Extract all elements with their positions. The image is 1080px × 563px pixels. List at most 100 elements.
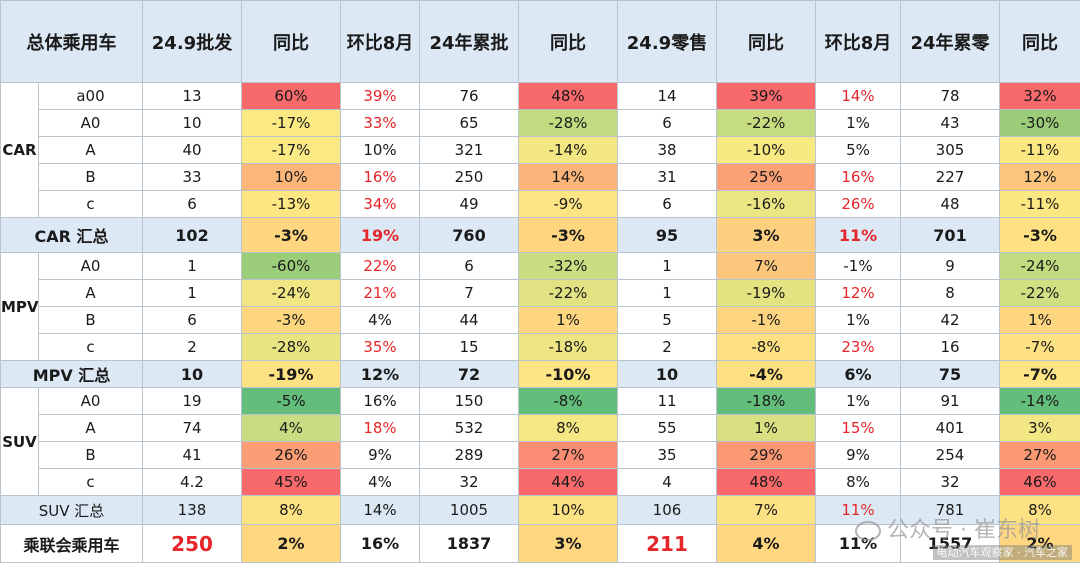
- data-cell: 16%: [341, 164, 420, 191]
- data-cell: 150: [420, 388, 519, 415]
- data-cell: 11: [618, 388, 717, 415]
- data-cell: 60%: [242, 83, 341, 110]
- data-cell: 45%: [242, 469, 341, 496]
- data-cell: 11%: [816, 496, 901, 525]
- data-cell: 10: [143, 361, 242, 388]
- data-cell: 321: [420, 137, 519, 164]
- data-cell: 1005: [420, 496, 519, 525]
- data-cell: -9%: [519, 191, 618, 218]
- data-cell: 14%: [341, 496, 420, 525]
- data-cell: 25%: [717, 164, 816, 191]
- data-cell: 6: [618, 191, 717, 218]
- data-cell: 11%: [816, 218, 901, 253]
- data-cell: 32: [901, 469, 1000, 496]
- data-cell: -24%: [1000, 253, 1080, 280]
- data-cell: -18%: [519, 334, 618, 361]
- data-cell: 38: [618, 137, 717, 164]
- column-header: 总体乘用车: [1, 1, 143, 83]
- data-cell: -24%: [242, 280, 341, 307]
- data-cell: 4%: [341, 469, 420, 496]
- segment-label: A: [39, 415, 143, 442]
- data-cell: 19%: [341, 218, 420, 253]
- segment-label: a00: [39, 83, 143, 110]
- data-cell: -16%: [717, 191, 816, 218]
- data-cell: -19%: [717, 280, 816, 307]
- data-cell: 6: [143, 307, 242, 334]
- column-header: 24.9零售: [618, 1, 717, 83]
- data-cell: -18%: [717, 388, 816, 415]
- column-header: 同比: [1000, 1, 1080, 83]
- data-cell: 1: [143, 280, 242, 307]
- data-cell: 15: [420, 334, 519, 361]
- data-cell: 12%: [1000, 164, 1080, 191]
- data-cell: -1%: [816, 253, 901, 280]
- data-cell: 32: [420, 469, 519, 496]
- data-cell: 211: [618, 525, 717, 563]
- data-cell: 48%: [717, 469, 816, 496]
- data-cell: 91: [901, 388, 1000, 415]
- data-cell: 10%: [519, 496, 618, 525]
- data-cell: 781: [901, 496, 1000, 525]
- data-cell: 32%: [1000, 83, 1080, 110]
- data-cell: 76: [420, 83, 519, 110]
- data-cell: -8%: [717, 334, 816, 361]
- summary-label: SUV 汇总: [1, 496, 143, 525]
- segment-label: A: [39, 280, 143, 307]
- data-cell: 760: [420, 218, 519, 253]
- segment-label: A0: [39, 110, 143, 137]
- data-cell: 7%: [717, 253, 816, 280]
- data-cell: -3%: [519, 218, 618, 253]
- data-cell: 10: [143, 110, 242, 137]
- data-cell: -14%: [519, 137, 618, 164]
- data-cell: -11%: [1000, 191, 1080, 218]
- data-cell: 4%: [242, 415, 341, 442]
- data-cell: 14%: [816, 83, 901, 110]
- data-cell: 48: [901, 191, 1000, 218]
- group-label: SUV: [1, 388, 39, 496]
- data-cell: 532: [420, 415, 519, 442]
- data-cell: 1%: [1000, 307, 1080, 334]
- data-cell: 78: [901, 83, 1000, 110]
- data-cell: 9: [901, 253, 1000, 280]
- data-cell: 34%: [341, 191, 420, 218]
- segment-label: B: [39, 164, 143, 191]
- data-cell: 39%: [717, 83, 816, 110]
- data-cell: 19: [143, 388, 242, 415]
- data-cell: 22%: [341, 253, 420, 280]
- data-cell: 9%: [341, 442, 420, 469]
- column-header: 同比: [717, 1, 816, 83]
- data-cell: -30%: [1000, 110, 1080, 137]
- data-cell: -3%: [1000, 218, 1080, 253]
- column-header: 24年累零: [901, 1, 1000, 83]
- data-cell: 8%: [519, 415, 618, 442]
- data-cell: 250: [420, 164, 519, 191]
- data-cell: 5: [618, 307, 717, 334]
- data-cell: 4%: [717, 525, 816, 563]
- data-cell: 23%: [816, 334, 901, 361]
- data-cell: -17%: [242, 110, 341, 137]
- data-cell: 35: [618, 442, 717, 469]
- data-cell: 2%: [242, 525, 341, 563]
- data-cell: 227: [901, 164, 1000, 191]
- data-cell: 12%: [341, 361, 420, 388]
- data-cell: 1837: [420, 525, 519, 563]
- column-header: 24.9批发: [143, 1, 242, 83]
- data-cell: 2: [143, 334, 242, 361]
- data-cell: 11%: [816, 525, 901, 563]
- data-cell: 10: [618, 361, 717, 388]
- data-cell: 65: [420, 110, 519, 137]
- data-cell: 5%: [816, 137, 901, 164]
- data-cell: 1: [618, 280, 717, 307]
- data-cell: 4.2: [143, 469, 242, 496]
- data-cell: 8: [901, 280, 1000, 307]
- data-cell: 26%: [816, 191, 901, 218]
- group-label: CAR: [1, 83, 39, 218]
